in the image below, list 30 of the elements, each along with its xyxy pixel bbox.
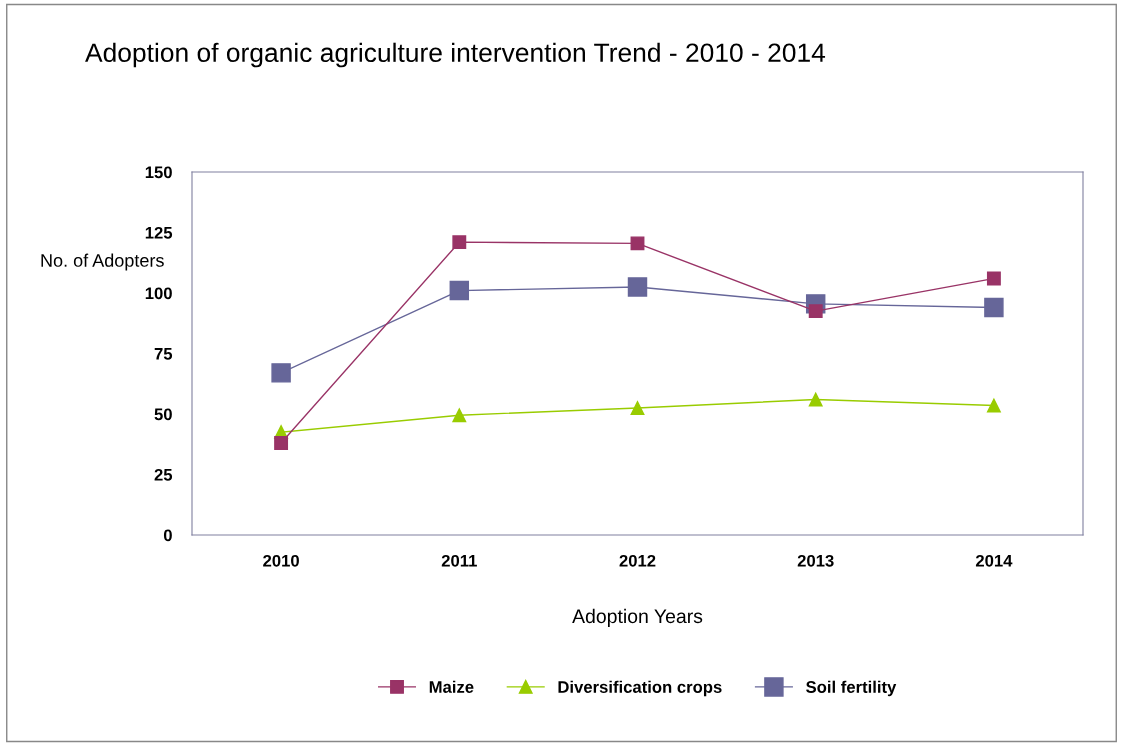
y-tick-label: 0: [163, 529, 172, 542]
point: [449, 280, 470, 301]
chart-title: Adoption of organic agriculture intervention Trend - 2010 - 2014: [85, 42, 826, 68]
point: [274, 436, 289, 450]
y-tick-label: 50: [154, 408, 172, 421]
x-tick-label: 2010: [263, 554, 299, 567]
point: [984, 297, 1004, 318]
y-axis-title: No. of Adopters: [41, 253, 164, 271]
y-tick-label: 100: [145, 287, 172, 300]
legend-label: Maize: [429, 680, 474, 693]
point: [452, 408, 467, 423]
x-tick-label: 2011: [441, 554, 477, 567]
point: [630, 401, 645, 415]
y-tick-label: 25: [154, 468, 173, 481]
x-axis-title: Adoption Years: [572, 608, 703, 627]
y-tick-label: 75: [154, 348, 173, 360]
legend-label: Soil fertility: [806, 680, 897, 697]
y-tick-label: 125: [145, 226, 173, 239]
x-tick-label: 2014: [975, 554, 1013, 567]
y-tick-label: 150: [145, 166, 172, 179]
point: [630, 236, 645, 251]
legend-label: Diversification crops: [558, 680, 722, 697]
point: [452, 235, 467, 250]
point: [808, 392, 823, 407]
point: [986, 271, 1001, 286]
x-tick-label: 2012: [619, 554, 656, 567]
point: [627, 277, 648, 297]
point: [986, 398, 1001, 413]
point: [271, 363, 291, 383]
x-tick-label: 2013: [797, 554, 834, 567]
